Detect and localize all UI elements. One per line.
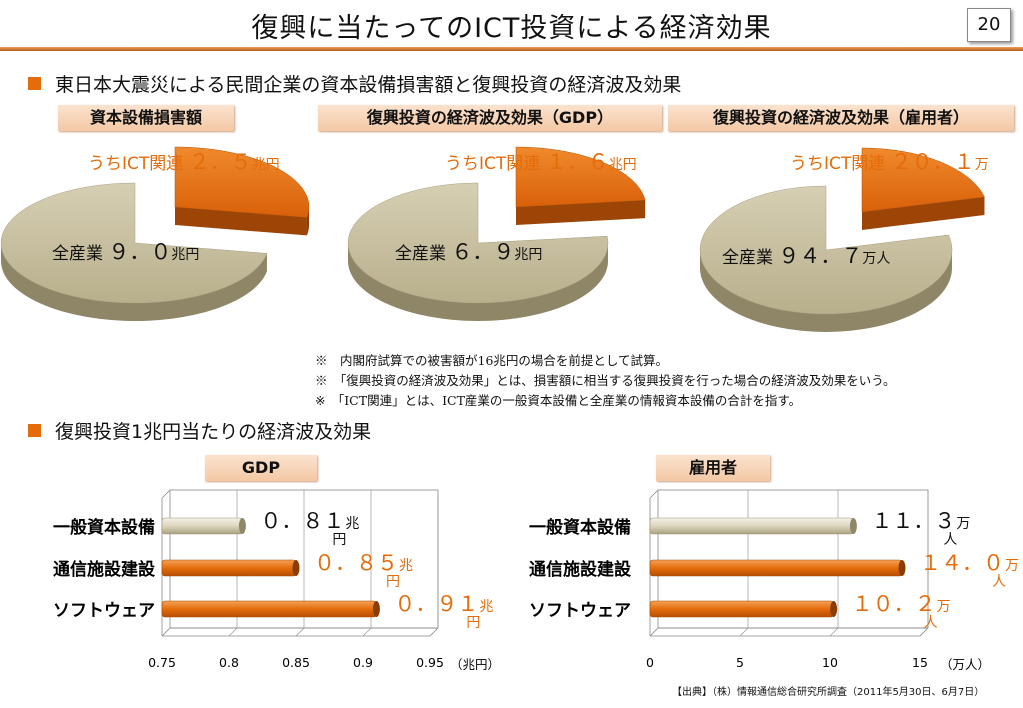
page-number: 20 — [967, 8, 1011, 42]
pie-2 — [347, 146, 646, 321]
bar-2-category-label: 通信施設建設 — [529, 559, 632, 580]
section-heading-1: 東日本大震災による民間企業の資本設備損害額と復興投資の経済波及効果 — [28, 70, 681, 97]
bar-1-2-cap — [292, 560, 300, 576]
bar-chart-2-tick-mark — [919, 627, 929, 637]
bar-title-gdp: GDP — [205, 455, 317, 481]
note-3: ※ 「ICT関連」とは、ICT産業の一般資本設備と全産業の情報資本設備の合計を指… — [315, 393, 802, 408]
bar-2-3-cap — [830, 601, 838, 617]
bar-1-2 — [161, 559, 297, 577]
bar-chart-2-tick-mark — [829, 627, 839, 637]
bar-2-category-label: ソフトウェア — [529, 601, 631, 621]
bar-chart-1: 0.75 0.8 0.85 0.9 0.95 （兆円）一般資本設備 ０．８１ 兆円通信施設建設… — [53, 489, 500, 672]
bar-chart-1-tick-mark — [161, 627, 171, 637]
bar-chart-2-tick-label: 10 — [822, 655, 838, 670]
square-bullet-icon — [28, 424, 41, 437]
bar-chart-1-tick-mark — [362, 627, 372, 637]
bar-2-unit-rest: 人 — [992, 574, 1006, 590]
bar-2-2-cap — [898, 560, 906, 576]
pie-1 — [0, 146, 310, 321]
bar-chart-1-tick-mark — [295, 627, 305, 637]
pie-3-rest-side — [700, 250, 952, 332]
pie-3-rest-slice — [699, 185, 953, 315]
note-2: ※ 「復興投資の経済波及効果」とは、損害額に相当する復興投資を行った場合の経済波… — [315, 373, 896, 388]
bar-chart-2-tick-label: 15 — [912, 655, 928, 670]
bar-1-unit-first: 兆 — [479, 599, 493, 615]
title-rule — [0, 47, 1023, 51]
bar-2-value-label: １４．０ — [920, 551, 1004, 575]
section-heading-2-text: 復興投資1兆円当たりの経済波及効果 — [55, 421, 372, 443]
bar-1-value-label: ０．８５ — [314, 551, 398, 575]
bar-1-category-label: 一般資本設備 — [53, 517, 155, 538]
bar-1-unit-first: 兆 — [345, 516, 359, 532]
bar-1-unit-rest: 円 — [466, 615, 480, 631]
bar-chart-1-tick-label: 0.9 — [353, 655, 373, 670]
bar-1-category-label: ソフトウェア — [53, 601, 155, 621]
pie-3 — [699, 147, 985, 332]
pie-2-ict-face — [516, 200, 646, 225]
bar-chart-1-tick-mark — [429, 627, 439, 637]
bar-1-value-label: ０．８１ — [260, 509, 344, 533]
bar-chart-2-unit-label: （万人） — [940, 657, 990, 672]
pie-3-ict-face — [862, 196, 985, 230]
square-bullet-icon — [28, 77, 41, 90]
bar-2-unit-rest: 人 — [943, 532, 957, 548]
bar-chart-2-tick-label: 0 — [646, 655, 654, 670]
bar-1-category-label: 通信施設建設 — [53, 559, 156, 580]
bar-2-category-label: 一般資本設備 — [529, 517, 631, 538]
bar-chart-1-unit-label: （兆円） — [450, 657, 500, 672]
bar-1-unit-first: 兆 — [399, 558, 413, 574]
pie3-total-label: 全産業 ９４．７万人 — [722, 244, 891, 268]
bar-1-unit-rest: 円 — [332, 532, 346, 548]
bar-1-1-cap — [238, 518, 246, 534]
bar-2-unit-first: 万 — [956, 516, 970, 532]
bar-title-employment: 雇用者 — [656, 455, 770, 481]
section-heading-2: 復興投資1兆円当たりの経済波及効果 — [28, 417, 371, 444]
bar-2-value-label: １０．２ — [852, 592, 936, 616]
page-title: 復興に当たってのICT投資による経済効果 — [251, 13, 772, 44]
bar-1-1 — [161, 517, 243, 535]
bar-2-3 — [649, 600, 834, 618]
bar-chart-1-tick-label: 0.75 — [148, 655, 176, 670]
bar-1-3 — [161, 600, 377, 618]
pie1-ict-label: うちICT関連 ２．５兆円 — [88, 150, 280, 174]
bar-chart-1-tick-label: 0.8 — [219, 655, 239, 670]
pie3-ict-label: うちICT関連 ２０．１万 — [790, 150, 989, 174]
pie-2-rest-side — [348, 243, 608, 321]
bar-2-1-cap — [849, 518, 857, 534]
bar-1-value-label: ０．９１ — [394, 592, 478, 616]
pie-1-ict-side — [306, 207, 309, 236]
bar-1-3-cap — [372, 601, 380, 617]
bar-2-unit-rest: 人 — [924, 615, 938, 631]
bar-2-value-label: １１．３ — [871, 509, 955, 533]
bar-2-unit-first: 万 — [1005, 558, 1019, 574]
pie-2-ict-slice — [515, 146, 646, 208]
pie-1-rest-slice — [0, 182, 268, 304]
bar-chart-1-tick-label: 0.95 — [416, 655, 444, 670]
pie-1-rest-side — [1, 243, 267, 321]
pie2-total-label: 全産業 ６．９兆円 — [395, 240, 543, 264]
bar-2-1 — [649, 517, 854, 535]
pie-1-ict-slice — [174, 146, 310, 218]
bar-chart-2-tick-mark — [649, 627, 659, 637]
bar-chart-2-tick-label: 5 — [736, 655, 744, 670]
pie-1-ict-face — [175, 207, 307, 236]
bar-2-2 — [649, 559, 903, 577]
source-citation: 【出典】（株）情報通信総合研究所調査（2011年5月30日、6月7日） — [672, 687, 985, 698]
pie-3-ict-slice — [861, 147, 985, 213]
pie-title-employment: 復興投資の経済波及効果（雇用者） — [668, 105, 1014, 131]
bar-chart-1-tick-mark — [228, 627, 238, 637]
section-heading-1-text: 東日本大震災による民間企業の資本設備損害額と復興投資の経済波及効果 — [55, 74, 682, 96]
bar-chart-1-tick-label: 0.85 — [282, 655, 310, 670]
pie2-ict-label: うちICT関連 １．６兆円 — [445, 150, 637, 174]
pie1-total-label: 全産業 ９．０兆円 — [52, 240, 200, 264]
bar-1-unit-rest: 円 — [386, 574, 400, 590]
pie-2-rest-slice — [347, 182, 609, 304]
note-1: ※ 内閣府試算での被害額が16兆円の場合を前提として試算。 — [315, 353, 669, 368]
bar-chart-2-tick-mark — [739, 627, 749, 637]
bar-2-unit-first: 万 — [937, 599, 951, 615]
pie-title-damage: 資本設備損害額 — [58, 105, 234, 131]
pie-title-gdp: 復興投資の経済波及効果（GDP） — [318, 105, 662, 131]
